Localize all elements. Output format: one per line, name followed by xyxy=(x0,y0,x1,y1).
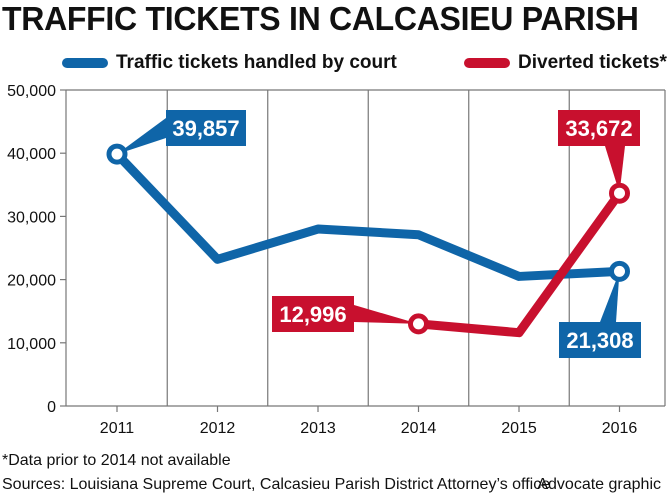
x-tick-label: 2014 xyxy=(401,420,437,437)
callout-box-court xyxy=(559,322,641,358)
legend-item-court: Traffic tickets handled by court xyxy=(62,52,397,74)
callout-label-court: 21,308 xyxy=(566,328,633,353)
y-tick-label: 30,000 xyxy=(7,209,56,226)
legend-item-diverted: Diverted tickets* xyxy=(464,52,667,74)
callout-pointer-court xyxy=(117,118,166,155)
series-line-court xyxy=(112,149,624,281)
series-line-diverted xyxy=(414,188,624,338)
y-tick-label: 40,000 xyxy=(7,146,56,163)
legend-label-court: Traffic tickets handled by court xyxy=(116,52,397,73)
callout-pointer-diverted xyxy=(354,305,419,324)
data-point-marker-court xyxy=(106,143,128,165)
y-tick-label: 50,000 xyxy=(7,83,56,100)
callout-label-diverted: 33,672 xyxy=(565,116,632,141)
data-point-marker-diverted xyxy=(408,313,429,335)
data-point-marker-diverted xyxy=(609,182,630,204)
x-tick-label: 2011 xyxy=(100,420,135,437)
legend-label-diverted: Diverted tickets* xyxy=(518,52,667,73)
x-tick-label: 2013 xyxy=(300,420,336,437)
x-tick-label: 2016 xyxy=(602,420,638,437)
x-tick-label: 2012 xyxy=(200,420,236,437)
chart-title: TRAFFIC TICKETS IN CALCASIEU PARISH xyxy=(2,0,639,37)
callout-box-diverted xyxy=(558,110,640,146)
legend-swatch-diverted xyxy=(464,58,510,68)
graphic-credit: Advocate graphic xyxy=(537,476,661,493)
legend-swatch-court xyxy=(62,58,108,68)
data-point-marker-court xyxy=(609,260,630,282)
callout-box-diverted xyxy=(272,296,354,332)
sources-note: Sources: Louisiana Supreme Court, Calcas… xyxy=(2,476,551,493)
y-tick-label: 0 xyxy=(47,399,56,416)
footnote: *Data prior to 2014 not available xyxy=(2,452,231,469)
y-tick-label: 20,000 xyxy=(7,273,56,290)
callout-label-court: 39,857 xyxy=(172,116,239,141)
callout-label-diverted: 12,996 xyxy=(279,302,346,327)
y-tick-label: 10,000 xyxy=(7,336,56,353)
x-tick-label: 2015 xyxy=(501,420,537,437)
callout-pointer-diverted xyxy=(605,146,625,194)
callout-pointer-court xyxy=(600,271,620,322)
callout-box-court xyxy=(166,110,246,146)
